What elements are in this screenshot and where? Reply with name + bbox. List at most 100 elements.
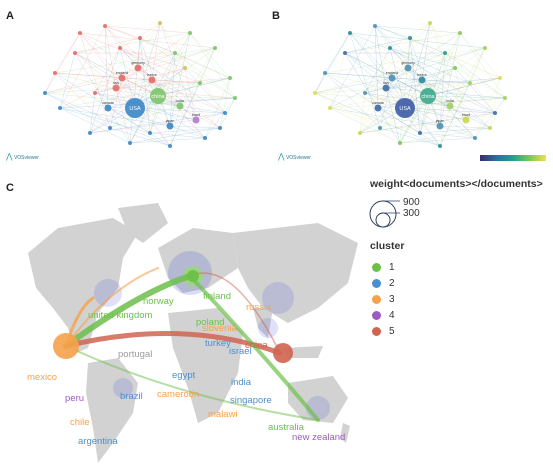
- network-node[interactable]: [343, 51, 347, 55]
- network-node[interactable]: [388, 74, 396, 82]
- country-label-singapore: singapore: [230, 395, 272, 406]
- network-node[interactable]: [378, 126, 382, 130]
- network-node[interactable]: [398, 141, 402, 145]
- network-node[interactable]: [134, 64, 142, 72]
- network-edge: [359, 47, 391, 134]
- network-edge: [329, 67, 409, 109]
- network-edge: [79, 32, 201, 84]
- network-node[interactable]: [128, 141, 132, 145]
- network-node[interactable]: [438, 144, 442, 148]
- network-edge: [151, 79, 226, 114]
- network-node[interactable]: [382, 84, 390, 92]
- network-node[interactable]: [138, 36, 142, 40]
- cluster-swatch: [372, 263, 381, 272]
- network-edge: [184, 67, 226, 114]
- network-node[interactable]: [323, 71, 327, 75]
- network-node[interactable]: [203, 136, 207, 140]
- network-node[interactable]: [53, 71, 57, 75]
- network-node[interactable]: [168, 144, 172, 148]
- network-edge: [74, 52, 109, 109]
- network-edge: [329, 107, 441, 127]
- network-node[interactable]: [93, 91, 97, 95]
- network-edge: [391, 77, 451, 107]
- network-node[interactable]: [488, 126, 492, 130]
- country-label-portugal: portugal: [118, 349, 153, 360]
- network-node[interactable]: [462, 116, 470, 124]
- network-node[interactable]: [183, 66, 187, 70]
- network-node[interactable]: [78, 31, 82, 35]
- network-node[interactable]: [198, 81, 202, 85]
- network-node[interactable]: [348, 31, 352, 35]
- network-node[interactable]: [374, 104, 382, 112]
- network-node[interactable]: [213, 46, 217, 50]
- network-node[interactable]: [498, 76, 502, 80]
- network-node[interactable]: [468, 81, 472, 85]
- network-node[interactable]: [436, 122, 444, 130]
- network-node[interactable]: [125, 98, 145, 118]
- network-node-label: germany: [401, 61, 415, 65]
- network-node[interactable]: [428, 21, 432, 25]
- network-edge: [74, 37, 141, 54]
- network-node[interactable]: [88, 131, 92, 135]
- network-edge: [421, 79, 467, 121]
- network-edge: [129, 127, 221, 144]
- network-node[interactable]: [328, 106, 332, 110]
- network-node[interactable]: [418, 131, 422, 135]
- network-node[interactable]: [483, 46, 487, 50]
- network-edge: [169, 47, 216, 147]
- network-node[interactable]: [73, 51, 77, 55]
- network-node[interactable]: [173, 51, 177, 55]
- network-node[interactable]: [373, 24, 377, 28]
- network-node[interactable]: [118, 74, 126, 82]
- network-edge: [459, 32, 506, 99]
- network-node[interactable]: [358, 131, 362, 135]
- network-node[interactable]: [158, 21, 162, 25]
- network-node[interactable]: [176, 102, 184, 110]
- network-edge: [349, 32, 441, 147]
- network-node[interactable]: [453, 66, 457, 70]
- network-edge: [359, 92, 366, 134]
- network-node[interactable]: [150, 88, 166, 104]
- network-node[interactable]: [148, 76, 156, 84]
- network-edge: [159, 22, 197, 121]
- network-edge: [129, 37, 141, 144]
- network-node[interactable]: [313, 91, 317, 95]
- network-node[interactable]: [420, 88, 436, 104]
- network-node[interactable]: [363, 91, 367, 95]
- network-node[interactable]: [104, 104, 112, 112]
- network-node[interactable]: [404, 64, 412, 72]
- network-node[interactable]: [473, 136, 477, 140]
- network-node[interactable]: [458, 31, 462, 35]
- network-node[interactable]: [148, 131, 152, 135]
- network-node[interactable]: [103, 24, 107, 28]
- network-node[interactable]: [223, 111, 227, 115]
- network-edge: [195, 112, 226, 121]
- network-node[interactable]: [418, 76, 426, 84]
- network-node[interactable]: [58, 106, 62, 110]
- network-node[interactable]: [228, 76, 232, 80]
- network-node[interactable]: [108, 126, 112, 130]
- network-node[interactable]: [218, 126, 222, 130]
- network-node[interactable]: [192, 116, 200, 124]
- network-node[interactable]: [166, 122, 174, 130]
- network-edge: [74, 52, 221, 129]
- network-node[interactable]: [443, 51, 447, 55]
- network-node[interactable]: [395, 98, 415, 118]
- network-edge: [379, 105, 451, 129]
- network-edge: [379, 77, 393, 129]
- network-edge: [44, 77, 123, 94]
- network-node[interactable]: [43, 91, 47, 95]
- network-node[interactable]: [408, 36, 412, 40]
- network-node[interactable]: [112, 84, 120, 92]
- network-edge: [121, 77, 181, 107]
- network-node[interactable]: [188, 31, 192, 35]
- network-node[interactable]: [233, 96, 237, 100]
- network-edge: [404, 107, 467, 121]
- network-node[interactable]: [493, 111, 497, 115]
- network-node[interactable]: [388, 46, 392, 50]
- cluster-label: 2: [389, 278, 395, 289]
- network-node[interactable]: [446, 102, 454, 110]
- network-node[interactable]: [503, 96, 507, 100]
- network-node[interactable]: [118, 46, 122, 50]
- network-edge: [421, 79, 496, 114]
